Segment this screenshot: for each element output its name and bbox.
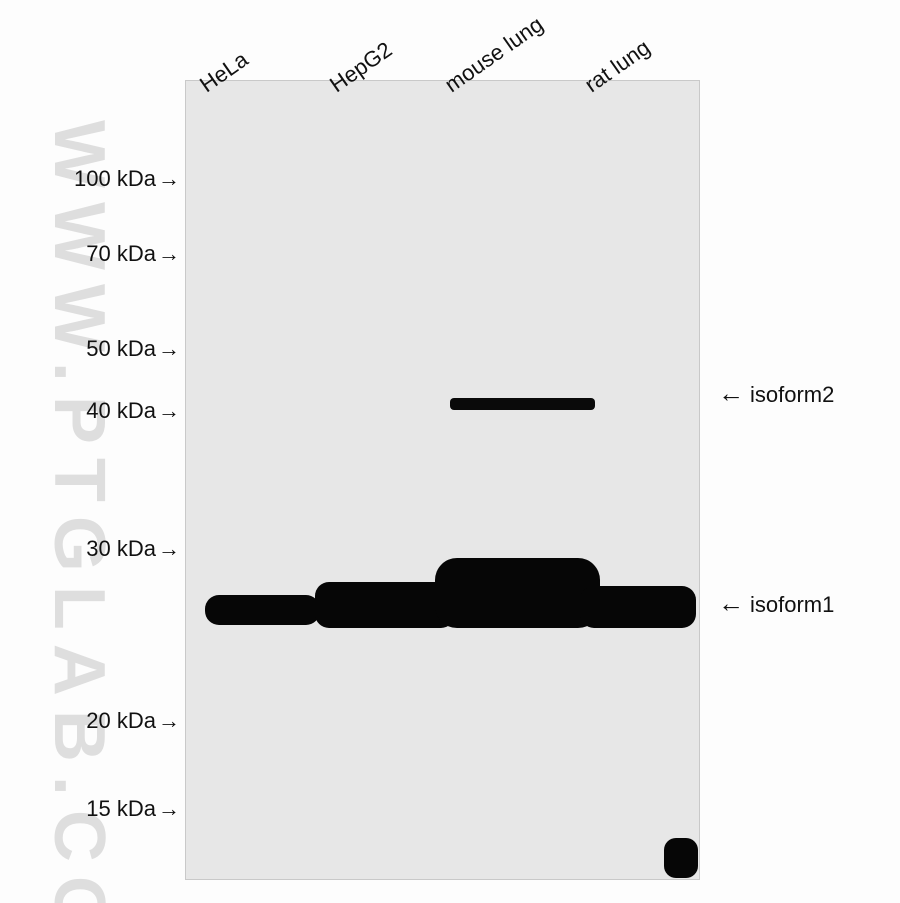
mw-marker-label: 20 kDa→ <box>86 708 180 734</box>
blot-band <box>450 398 595 410</box>
arrow-right-icon: → <box>158 398 180 423</box>
arrow-right-icon: → <box>158 336 180 361</box>
blot-band <box>580 586 696 628</box>
mw-marker-text: 20 kDa <box>86 708 156 733</box>
mw-marker-label: 100 kDa→ <box>74 166 180 192</box>
arrow-right-icon: → <box>158 708 180 733</box>
blot-band <box>664 838 698 878</box>
arrow-left-icon: ← <box>718 588 744 618</box>
arrow-right-icon: → <box>158 166 180 191</box>
mw-marker-text: 70 kDa <box>86 241 156 266</box>
blot-band <box>435 558 600 628</box>
blot-band <box>315 582 455 628</box>
arrow-right-icon: → <box>158 536 180 561</box>
mw-marker-label: 30 kDa→ <box>86 536 180 562</box>
mw-marker-text: 40 kDa <box>86 398 156 423</box>
mw-marker-label: 15 kDa→ <box>86 796 180 822</box>
blot-figure: WWW.PTGLAB.COM HeLaHepG2mouse lungrat lu… <box>0 0 900 903</box>
mw-marker-label: 70 kDa→ <box>86 241 180 267</box>
band-annotation: ←isoform2 <box>718 378 834 409</box>
watermark-text: WWW.PTGLAB.COM <box>38 120 120 903</box>
mw-marker-label: 50 kDa→ <box>86 336 180 362</box>
arrow-left-icon: ← <box>718 378 744 408</box>
mw-marker-text: 100 kDa <box>74 166 156 191</box>
mw-marker-text: 30 kDa <box>86 536 156 561</box>
mw-marker-label: 40 kDa→ <box>86 398 180 424</box>
band-annotation: ←isoform1 <box>718 588 834 619</box>
mw-marker-text: 50 kDa <box>86 336 156 361</box>
band-annotation-text: isoform2 <box>750 382 834 407</box>
arrow-right-icon: → <box>158 796 180 821</box>
blot-membrane-region <box>185 80 700 880</box>
band-annotation-text: isoform1 <box>750 592 834 617</box>
arrow-right-icon: → <box>158 241 180 266</box>
mw-marker-text: 15 kDa <box>86 796 156 821</box>
blot-band <box>205 595 320 625</box>
